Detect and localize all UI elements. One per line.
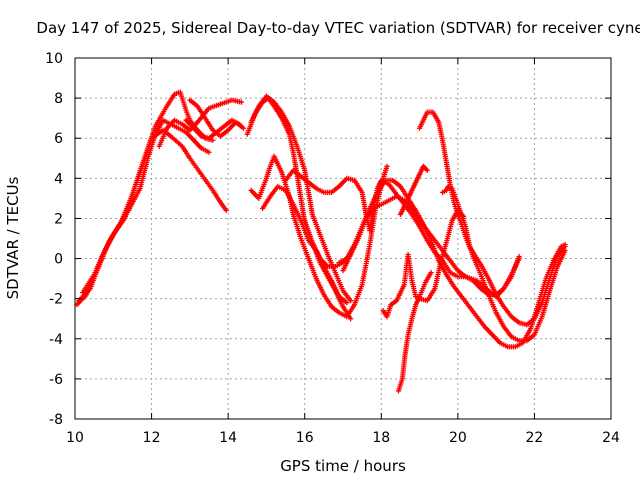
y-tick-label: 8 [54,91,63,107]
data-point [238,99,245,105]
data-point [424,167,430,173]
x-tick-label: 20 [449,430,467,446]
data-point [210,137,216,143]
series-track-16 [439,183,568,344]
x-tick-label: 14 [219,430,237,446]
y-tick-label: 2 [54,211,63,227]
data-point [344,300,350,306]
chart-title: Day 147 of 2025, Sidereal Day-to-day VTE… [36,19,640,37]
data-point [237,121,243,127]
y-tick-label: -2 [49,292,63,308]
series-track-17 [380,207,467,320]
x-tick-label: 22 [526,430,544,446]
data-point [206,149,212,155]
plot-frame [74,57,612,420]
x-tick-label: 18 [372,430,390,446]
y-axis-label: SDTVAR / TECUs [4,176,22,299]
data-point [240,125,247,131]
data-point [223,207,229,214]
data-point [428,269,434,276]
y-tick-label: 4 [54,171,63,187]
data-point [348,316,354,322]
y-tick-label: -6 [49,372,63,388]
series-track-19 [397,163,430,218]
data-point [461,213,467,220]
x-tick-label: 10 [66,430,84,446]
y-tick-label: 10 [45,51,63,67]
data-markers [74,89,568,394]
grid-lines [75,58,611,419]
x-tick-label: 12 [143,430,161,446]
data-point [384,163,390,169]
x-tick-label: 24 [602,430,620,446]
y-tick-label: 0 [54,252,63,268]
data-point [516,253,522,260]
data-point [348,298,354,304]
x-axis-label: GPS time / hours [280,457,406,475]
y-tick-label: -8 [49,412,63,428]
y-tick-label: 6 [54,131,63,147]
series-track-18 [395,269,434,394]
series-track-6 [183,117,243,141]
x-tick-label: 16 [296,430,314,446]
y-tick-label: -4 [49,332,63,348]
series-track-3 [80,117,212,296]
data-point [562,247,568,254]
